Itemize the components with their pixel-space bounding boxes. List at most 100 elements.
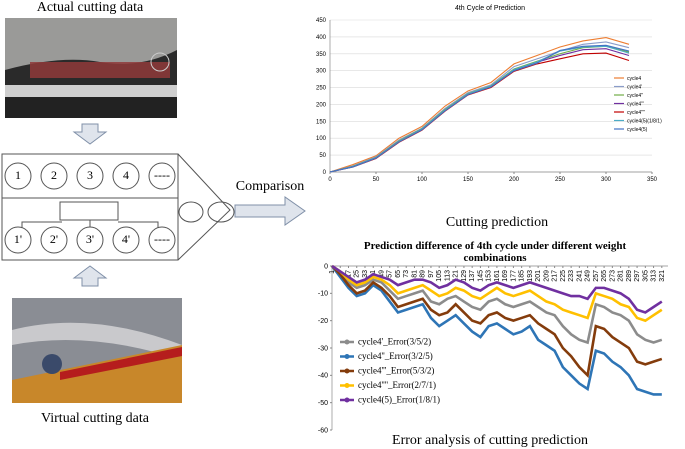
- x-tick-label: 50: [373, 177, 380, 183]
- node-circle: [148, 226, 176, 254]
- x-tick-label: 49: [378, 270, 385, 278]
- caption: Cutting prediction: [446, 215, 548, 230]
- x-tick-label: 153: [486, 270, 493, 282]
- x-tick-label: 57: [387, 270, 394, 278]
- y-tick-label: 350: [316, 52, 327, 58]
- node-circle: [4, 226, 32, 254]
- node-circle: [40, 226, 68, 254]
- x-tick-label: 97: [428, 270, 435, 278]
- x-tick-label: 161: [494, 270, 501, 282]
- chart-title: Prediction difference of 4th cycle under…: [363, 240, 627, 264]
- node-circle: [40, 162, 68, 190]
- x-tick-label: 113: [444, 270, 451, 281]
- x-tick-label: 100: [417, 177, 428, 183]
- y-tick-label: 50: [319, 153, 326, 159]
- y-tick-label: -50: [318, 400, 328, 407]
- actual-image: [5, 18, 177, 118]
- y-tick-label: -60: [318, 427, 328, 434]
- x-tick-label: 297: [634, 270, 641, 282]
- x-tick-label: 305: [642, 270, 649, 282]
- x-tick-label: 150: [463, 177, 474, 183]
- series-line: [329, 37, 630, 173]
- node-label: 2: [51, 168, 57, 182]
- series-line: [329, 48, 630, 173]
- x-tick-label: 201: [535, 270, 542, 282]
- node-circle: [148, 162, 176, 190]
- y-tick-label: 450: [316, 18, 327, 24]
- x-tick-label: 169: [502, 270, 509, 282]
- x-tick-label: 129: [461, 270, 468, 282]
- x-tick-label: 89: [420, 270, 427, 278]
- legend-label: cycle4': [627, 85, 642, 91]
- node-label: 1': [14, 232, 22, 246]
- x-tick-label: 321: [659, 270, 666, 282]
- legend-label: cycle4'''_Error(5/3/2): [358, 365, 434, 375]
- y-tick-label: 300: [316, 69, 327, 75]
- x-tick-label: 73: [403, 270, 410, 278]
- x-tick-label: 281: [618, 270, 625, 282]
- x-tick-label: 289: [626, 270, 633, 282]
- x-tick-label: 273: [609, 270, 616, 282]
- x-tick-label: 137: [469, 270, 476, 282]
- x-tick-label: 177: [510, 270, 517, 282]
- x-tick-label: 185: [519, 270, 526, 282]
- x-tick-label: 313: [651, 270, 658, 282]
- x-tick-label: 257: [593, 270, 600, 282]
- series-line: [329, 45, 630, 173]
- x-tick-label: 0: [328, 177, 332, 183]
- x-tick-label: 145: [477, 270, 484, 282]
- legend-label: cycle4(5): [627, 127, 648, 133]
- caption: Error analysis of cutting prediction: [392, 433, 588, 448]
- legend-marker: [344, 368, 350, 374]
- x-tick-label: 225: [560, 270, 567, 282]
- series-line: [330, 265, 662, 396]
- y-tick-label: 250: [316, 86, 327, 92]
- x-tick-label: 65: [395, 270, 402, 278]
- legend-marker: [344, 339, 350, 345]
- series-line: [329, 45, 630, 173]
- node-label: 1: [15, 168, 21, 182]
- y-tick-label: 0: [324, 263, 328, 270]
- chart-title: 4th Cycle of Prediction: [455, 5, 525, 12]
- x-tick-label: 1: [329, 270, 336, 274]
- series-line: [329, 44, 630, 173]
- legend-label: cycle4''''_Error(2/7/1): [358, 380, 436, 390]
- x-tick-label: 33: [362, 270, 369, 278]
- x-tick-label: 249: [585, 270, 592, 282]
- y-tick-label: 0: [323, 170, 327, 176]
- legend-label: cycle4'''': [627, 110, 645, 116]
- legend-marker: [344, 383, 350, 388]
- legend-marker: [344, 354, 350, 359]
- legend-label: cycle4: [627, 76, 641, 82]
- x-tick-label: 217: [552, 270, 559, 282]
- node-circle: [76, 226, 104, 254]
- y-tick-label: -20: [318, 318, 328, 325]
- series-line: [331, 265, 663, 379]
- y-tick-label: 400: [316, 35, 327, 41]
- node-label: 2': [50, 232, 58, 246]
- node-label: 4': [122, 232, 130, 246]
- x-tick-label: 193: [527, 270, 534, 282]
- node-circle: [76, 162, 104, 190]
- x-tick-label: 233: [568, 270, 575, 282]
- node-circle: [112, 226, 140, 254]
- x-tick-label: 350: [647, 177, 658, 183]
- legend-label: cycle4'': [627, 93, 643, 99]
- series-line: [329, 41, 630, 173]
- y-tick-label: 200: [316, 102, 327, 108]
- series-line: [331, 264, 663, 314]
- virtual-image: [12, 298, 182, 403]
- legend-label: cycle4(5)_Error(1/8/1): [358, 394, 440, 404]
- x-tick-label: 200: [509, 177, 520, 183]
- caption: Virtual cutting data: [41, 411, 150, 426]
- y-tick-label: -40: [318, 373, 328, 380]
- legend-label: cycle4(5)(1/8/1): [627, 119, 662, 125]
- legend-label: cycle4''_Error(3/2/5): [358, 351, 433, 361]
- node-label: 3': [86, 232, 94, 246]
- x-tick-label: 250: [555, 177, 566, 183]
- y-tick-label: 150: [316, 119, 327, 125]
- y-tick-label: 100: [316, 136, 327, 142]
- x-tick-label: 265: [601, 270, 608, 282]
- x-tick-label: 241: [576, 270, 583, 282]
